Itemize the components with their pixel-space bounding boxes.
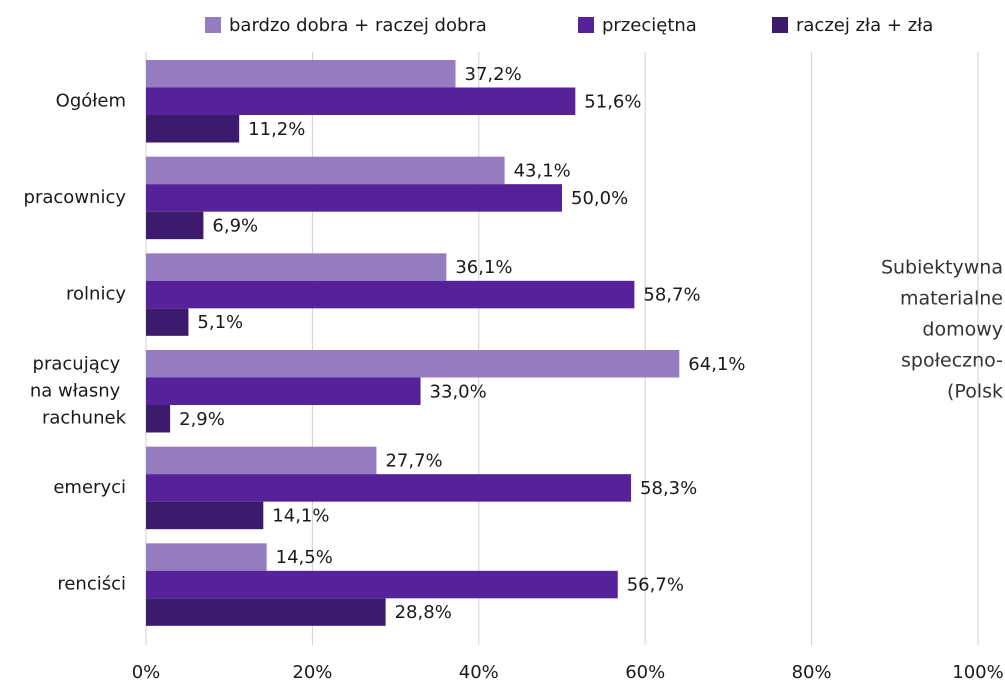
legend-label: raczej zła + zła xyxy=(796,15,933,36)
side-text: społeczno- xyxy=(901,350,1003,372)
bar xyxy=(146,446,377,475)
value-label: 36,1% xyxy=(455,257,512,278)
x-tick-label: 0% xyxy=(132,662,161,683)
bar xyxy=(146,474,632,502)
bar xyxy=(146,115,240,143)
value-label: 5,1% xyxy=(197,312,243,333)
value-label: 2,9% xyxy=(179,409,225,430)
value-label: 14,5% xyxy=(276,547,333,568)
legend-label: przeciętna xyxy=(602,15,697,36)
legend-label: bardzo dobra + raczej dobra xyxy=(229,15,487,36)
bar xyxy=(146,308,189,336)
bar xyxy=(146,87,576,115)
value-label: 28,8% xyxy=(395,602,452,623)
value-label: 33,0% xyxy=(430,381,487,402)
value-label: 14,1% xyxy=(272,505,329,526)
y-tick-label: emeryci xyxy=(53,477,126,498)
value-label: 6,9% xyxy=(212,215,258,236)
value-label: 43,1% xyxy=(514,160,571,181)
side-text: (Polsk xyxy=(947,381,1003,403)
legend-swatch xyxy=(205,17,221,33)
legend-swatch xyxy=(772,17,788,33)
x-tick-label: 40% xyxy=(459,662,499,683)
y-tick-label: rolnicy xyxy=(66,284,126,305)
x-tick-label: 60% xyxy=(625,662,665,683)
x-tick-label: 100% xyxy=(952,662,1003,683)
bar xyxy=(146,350,680,378)
side-text: materialne xyxy=(900,288,1003,310)
x-tick-label: 20% xyxy=(292,662,332,683)
bar xyxy=(146,253,447,281)
bar xyxy=(146,211,204,240)
y-tick-label: Ogółem xyxy=(56,90,126,111)
y-tick-label: pracownicy xyxy=(24,187,127,208)
y-tick-label: pracujący na własny rachunek xyxy=(30,353,127,428)
value-label: 51,6% xyxy=(584,91,641,112)
value-label: 37,2% xyxy=(465,64,522,85)
bar xyxy=(146,570,618,599)
bar xyxy=(146,60,456,88)
bar xyxy=(146,501,264,530)
bar xyxy=(146,156,505,185)
value-label: 27,7% xyxy=(385,450,442,471)
bar xyxy=(146,543,267,571)
x-tick-label: 80% xyxy=(792,662,832,683)
side-text: Subiektywna xyxy=(881,257,1003,279)
bar xyxy=(146,598,386,626)
bar xyxy=(146,377,421,405)
value-label: 11,2% xyxy=(248,119,305,140)
bar xyxy=(146,405,171,433)
value-label: 58,3% xyxy=(640,478,697,499)
side-text: domowy xyxy=(922,319,1003,341)
bar xyxy=(146,184,562,212)
bar xyxy=(146,280,635,309)
value-label: 56,7% xyxy=(627,575,684,596)
y-tick-label: renciści xyxy=(57,574,126,595)
value-label: 64,1% xyxy=(688,354,745,375)
value-label: 58,7% xyxy=(643,285,700,306)
legend-swatch xyxy=(578,17,594,33)
value-label: 50,0% xyxy=(571,188,628,209)
